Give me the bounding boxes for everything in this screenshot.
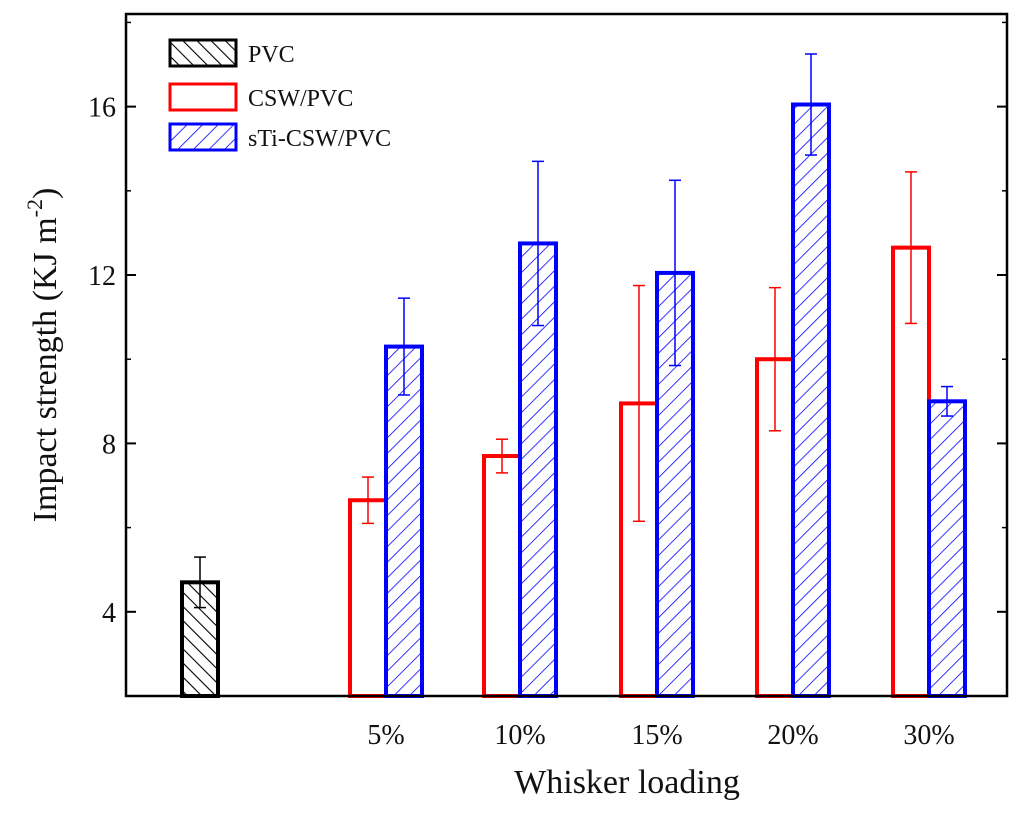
error-bar-sti-csw-pvc-15 [669, 179, 681, 367]
error-bar-csw-pvc-15 [633, 284, 645, 523]
plot-frame [124, 12, 1009, 698]
bar-csw-pvc-10 [482, 454, 522, 699]
x-tick-label-20: 20% [767, 720, 818, 751]
y-axis: 4 8 12 16 [88, 21, 1007, 697]
y-tick-label: 4 [102, 598, 116, 629]
error-bar-sti-csw-pvc-30 [941, 385, 953, 417]
error-bar-sti-csw-pvc-5 [398, 297, 410, 396]
legend-swatch-pvc [168, 38, 238, 68]
x-tick-label-15: 15% [631, 720, 682, 751]
legend-label-csw-pvc: CSW/PVC [248, 86, 353, 112]
bar-sti-csw-pvc-30 [927, 399, 967, 698]
bar-csw-pvc-5 [348, 498, 388, 699]
y-axis-title-superscript: -2 [22, 199, 47, 217]
legend-swatch-sti-csw-pvc [168, 122, 238, 152]
x-tick-label-30: 30% [903, 720, 954, 751]
y-axis-title-close: ) [27, 188, 64, 199]
legend-swatch-csw-pvc [168, 82, 238, 112]
y-axis-title-main: Impact strength (KJ m [27, 217, 64, 522]
error-bar-sti-csw-pvc-20 [805, 53, 817, 156]
y-tick-label: 12 [88, 261, 116, 292]
legend-label-pvc: PVC [248, 42, 295, 68]
x-tick-label-10: 10% [494, 720, 545, 751]
x-tick-label-5: 5% [367, 720, 404, 751]
error-bar-csw-pvc-20 [769, 286, 781, 432]
legend-label-sti-csw-pvc: sTi-CSW/PVC [248, 126, 391, 152]
error-bar-csw-pvc-10 [496, 438, 508, 474]
error-bar-csw-pvc-5 [362, 476, 374, 525]
y-axis-title: Impact strength (KJ m-2) [22, 188, 64, 523]
y-tick-label: 16 [88, 93, 116, 124]
x-axis-title: Whisker loading [514, 764, 740, 801]
bar-sti-csw-pvc-5 [384, 344, 424, 698]
error-bar-sti-csw-pvc-10 [532, 160, 544, 327]
error-bar-pvc-neat [194, 556, 206, 609]
legend: PVC CSW/PVC sTi-CSW/PVC [168, 38, 391, 152]
error-bars-layer [194, 53, 953, 609]
y-tick-label: 8 [102, 429, 116, 460]
bar-sti-csw-pvc-20 [791, 102, 831, 699]
x-axis: 5% 10% 15% 20% 30% [367, 720, 954, 751]
error-bar-csw-pvc-30 [905, 171, 917, 325]
